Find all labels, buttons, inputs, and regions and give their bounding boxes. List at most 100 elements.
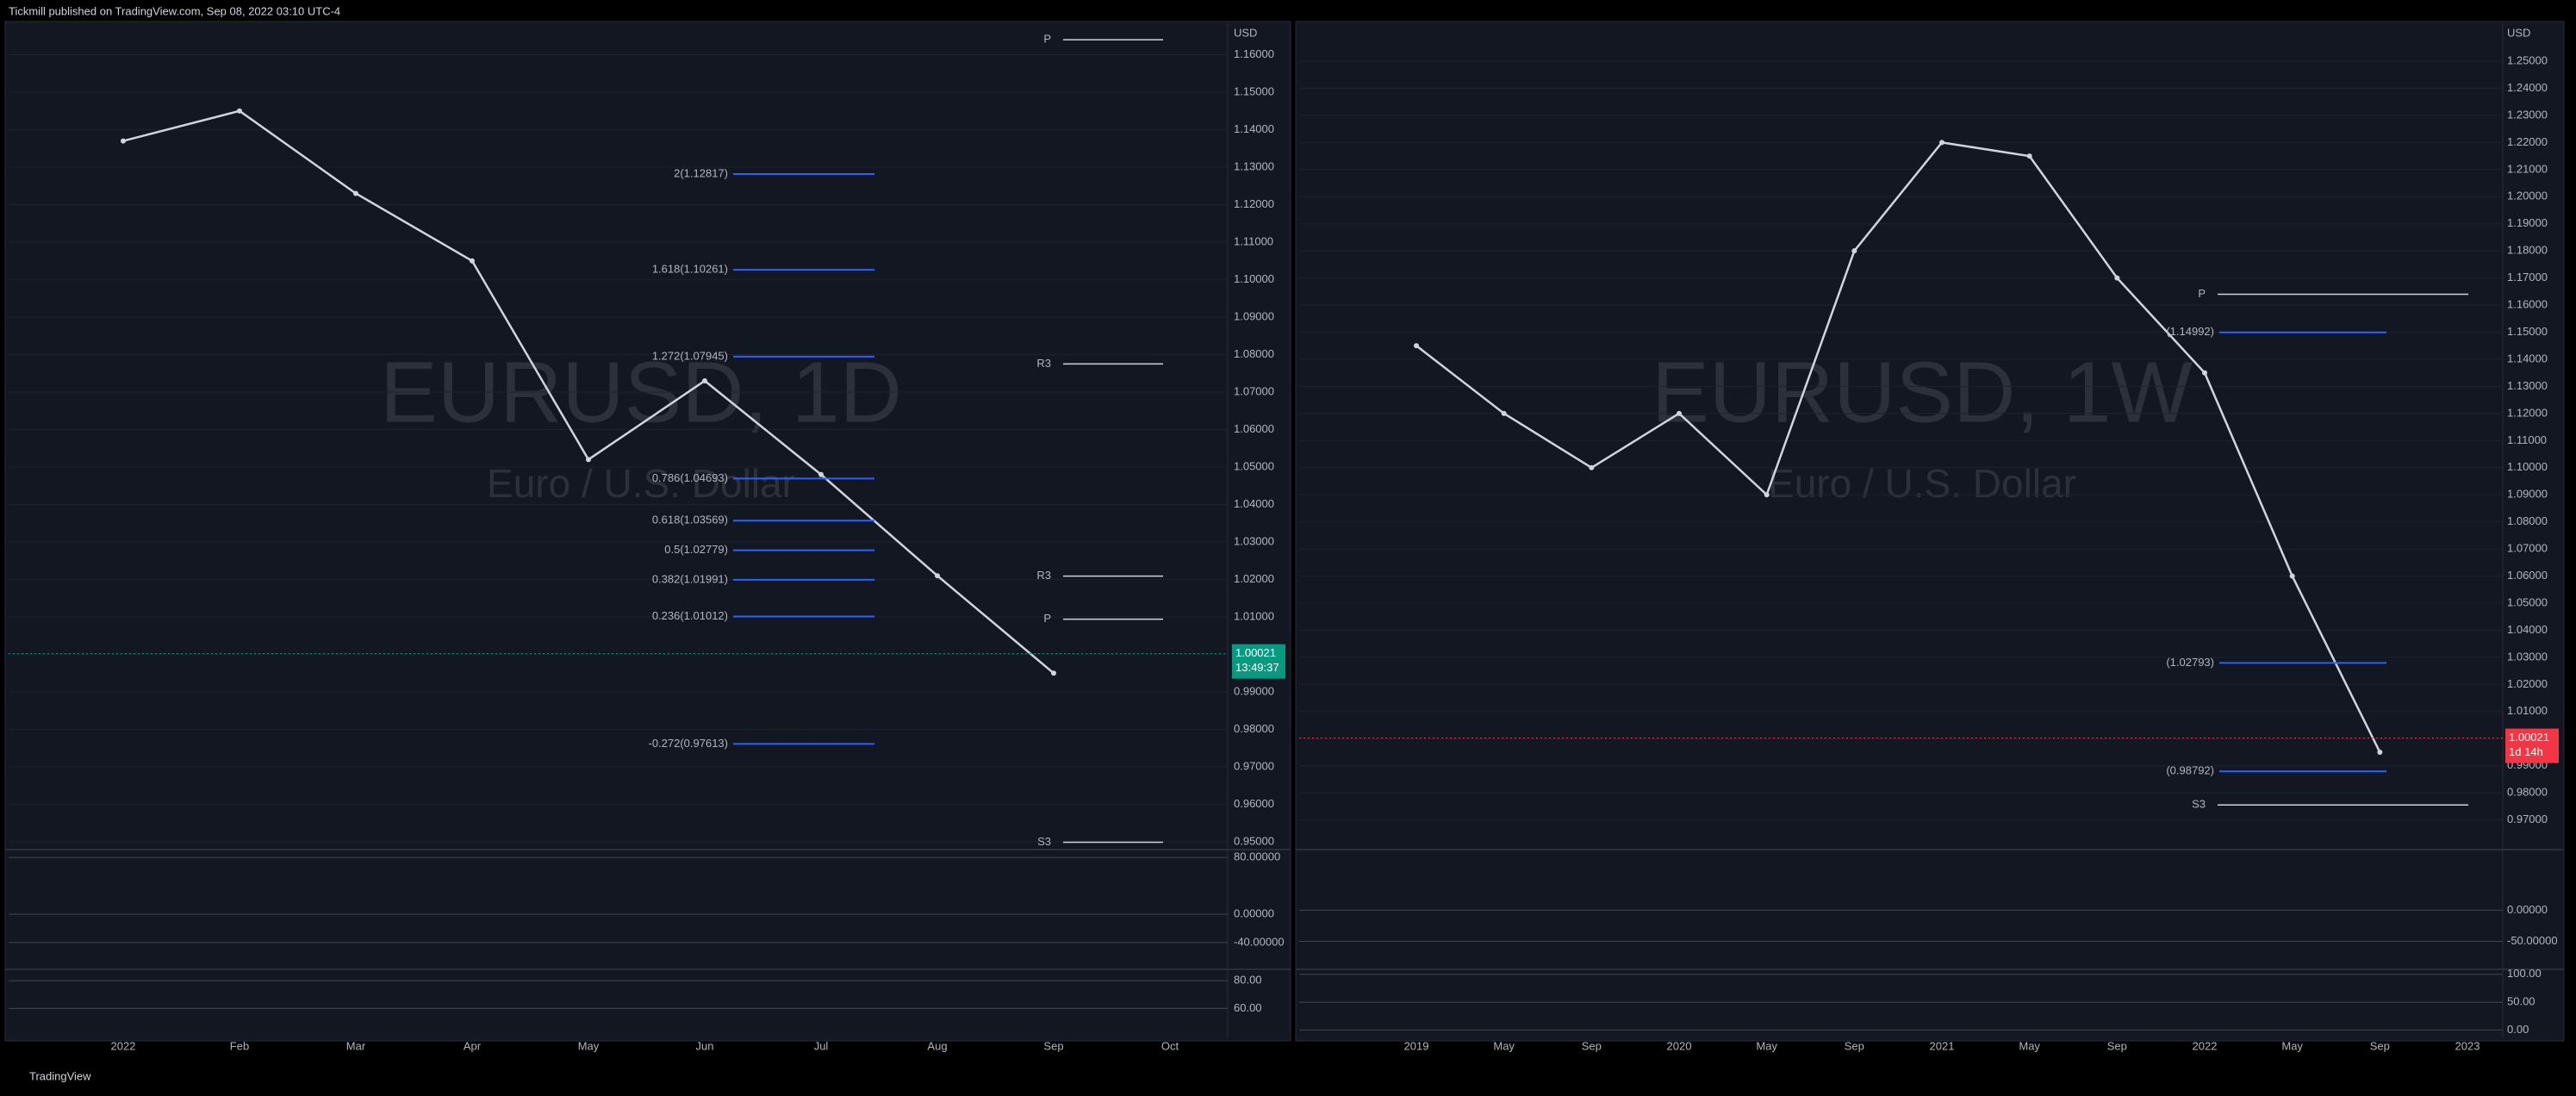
price-point (121, 138, 126, 144)
y-tick-label: 1.02000 (2507, 677, 2548, 690)
pivot-label: R3 (1036, 357, 1051, 370)
price-point (1414, 343, 1419, 349)
y-tick-label: 0.96000 (1234, 797, 1274, 810)
y-tick-label: 1.04000 (2507, 623, 2548, 636)
y-tick-label: 1.11000 (1234, 234, 1273, 247)
y-tick-label: 1.14000 (1234, 122, 1274, 135)
watermark-title: EURUSD, 1W (1652, 344, 2193, 440)
y-tick-label: 1.22000 (2507, 135, 2548, 148)
watermark-subtitle: Euro / U.S. Dollar (1768, 461, 2076, 506)
fib-label: 0.786(1.04693) (652, 471, 728, 484)
pane-tick-label: 80.00 (1234, 974, 1262, 987)
y-tick-label: 0.98000 (1234, 722, 1274, 735)
x-tick-label: May (1756, 1039, 1777, 1052)
x-tick-label: 2020 (1667, 1039, 1692, 1052)
x-tick-label: 2021 (1930, 1039, 1955, 1052)
y-tick-label: 1.07000 (2507, 542, 2548, 555)
watermark-subtitle: Euro / U.S. Dollar (487, 461, 795, 506)
pivot-label: R3 (1036, 569, 1051, 582)
fib-label: 0.382(1.01991) (652, 572, 728, 585)
x-tick-label: Sep (2370, 1039, 2390, 1052)
y-tick-label: 1.12000 (1234, 197, 1274, 210)
currency-label: USD (2507, 26, 2530, 39)
price-point (2377, 749, 2383, 755)
pane-tick-label: 0.00000 (2507, 903, 2548, 916)
price-point (2114, 275, 2120, 281)
panel (4, 21, 1291, 1042)
price-point (702, 377, 707, 383)
price-point (2202, 370, 2207, 376)
x-tick-label: Sep (2107, 1039, 2127, 1052)
x-tick-label: Mar (346, 1039, 366, 1052)
x-tick-label: Sep (1043, 1039, 1063, 1052)
y-tick-label: 1.05000 (1234, 459, 1274, 472)
x-tick-label: Jun (696, 1039, 714, 1052)
y-tick-label: 1.08000 (2507, 514, 2548, 527)
pivot-label: P (1043, 612, 1051, 625)
price-point (935, 573, 940, 579)
publish-header: Tickmill published on TradingView.com, S… (9, 4, 340, 17)
y-tick-label: 1.04000 (1234, 497, 1274, 510)
y-tick-label: 1.02000 (1234, 572, 1274, 585)
fib-label: (1.14992) (2166, 325, 2214, 338)
y-tick-label: 1.06000 (1234, 422, 1274, 435)
x-tick-label: 2019 (1404, 1039, 1429, 1052)
currency-label: USD (1234, 26, 1257, 39)
y-tick-label: 1.20000 (2507, 190, 2548, 202)
y-tick-label: 1.01000 (1234, 609, 1274, 622)
y-tick-label: 1.03000 (1234, 534, 1274, 547)
price-point (1677, 410, 1682, 416)
y-tick-label: 1.19000 (2507, 216, 2548, 229)
y-tick-label: 1.09000 (1234, 309, 1274, 322)
fib-label: (0.98792) (2166, 764, 2214, 777)
y-tick-label: 1.10000 (1234, 272, 1274, 285)
price-point (1851, 248, 1857, 254)
footer-brand: TradingView (29, 1069, 91, 1082)
price-tag (2505, 728, 2559, 763)
y-tick-label: 0.97000 (2507, 813, 2548, 825)
y-tick-label: 1.09000 (2507, 488, 2548, 501)
y-tick-label: 1.23000 (2507, 108, 2548, 121)
price-point (470, 258, 475, 264)
pivot-label: P (2198, 287, 2206, 300)
price-point (2289, 573, 2295, 579)
fib-label: 0.618(1.03569) (652, 514, 728, 526)
y-tick-label: 1.16000 (1234, 47, 1274, 60)
y-tick-label: 1.24000 (2507, 81, 2548, 94)
price-point (818, 471, 824, 477)
y-tick-label: 1.13000 (1234, 159, 1274, 172)
fib-label: 2(1.12817) (674, 166, 728, 179)
x-tick-label: Sep (1582, 1039, 1602, 1052)
y-tick-label: 1.15000 (2507, 325, 2548, 338)
price-countdown: 13:49:37 (1235, 661, 1279, 674)
price-point (237, 108, 242, 114)
price-point (1589, 464, 1595, 470)
pane-tick-label: 80.00000 (1234, 850, 1280, 863)
y-tick-label: 0.95000 (1234, 834, 1274, 847)
fib-label: 1.618(1.10261) (652, 263, 728, 276)
x-tick-label: Apr (464, 1039, 482, 1052)
pivot-label: S3 (2192, 798, 2206, 811)
price-point (1051, 670, 1056, 676)
panel (1295, 21, 2565, 1042)
price-point (1939, 140, 1944, 146)
y-tick-label: 0.98000 (2507, 786, 2548, 799)
x-tick-label: Jul (814, 1039, 829, 1052)
y-tick-label: 1.13000 (2507, 379, 2548, 392)
pane-tick-label: 60.00 (1234, 1001, 1262, 1014)
pane-tick-label: 0.00000 (1234, 906, 1274, 919)
pane-tick-label: 50.00 (2507, 995, 2536, 1008)
fib-label: (1.02793) (2166, 656, 2214, 669)
price-point (2026, 153, 2032, 159)
price-point (586, 457, 591, 463)
x-tick-label: Feb (230, 1039, 249, 1052)
x-tick-label: May (2019, 1039, 2040, 1052)
x-tick-label: 2022 (2193, 1039, 2218, 1052)
price-tag (1232, 644, 1285, 679)
price-tag-value: 1.00021 (2509, 731, 2549, 744)
price-line (1416, 141, 2381, 753)
y-tick-label: 0.97000 (1234, 759, 1274, 772)
price-tag-value: 1.00021 (1235, 646, 1276, 659)
fib-label: 1.272(1.07945) (652, 349, 728, 362)
